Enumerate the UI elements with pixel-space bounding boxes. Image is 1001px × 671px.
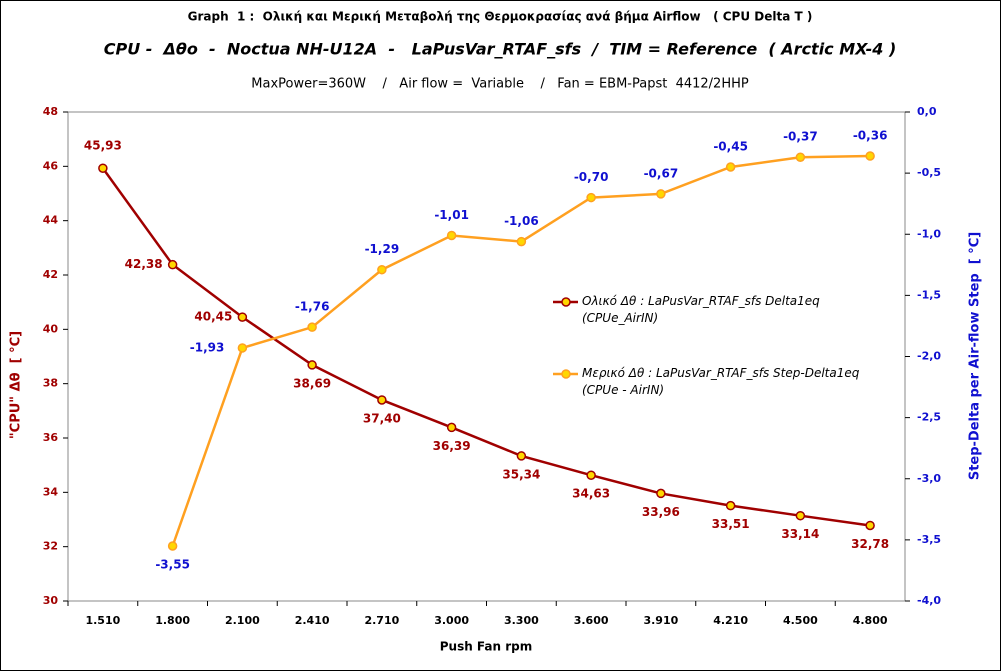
data-point: [167, 541, 178, 551]
y2-tick-label: 0,0: [917, 105, 937, 118]
data-label: 36,39: [433, 439, 471, 453]
data-point: [656, 488, 666, 499]
x-tick-label: 4.210: [713, 614, 748, 627]
x-tick-label: 2.410: [295, 614, 330, 627]
data-label: -1,06: [504, 214, 539, 228]
data-label: -0,67: [644, 166, 679, 180]
y2-tick-label: -2,5: [917, 411, 941, 424]
data-point: [446, 422, 457, 433]
y2-tick-label: -0,5: [917, 166, 941, 179]
data-label: -0,37: [783, 130, 818, 144]
y-tick-label: 38: [43, 377, 58, 390]
legend-marker: [561, 297, 571, 307]
data-point: [167, 259, 178, 270]
data-label: -1,29: [365, 242, 400, 256]
data-point: [98, 163, 108, 173]
data-point: [656, 189, 666, 199]
data-label: 33,96: [642, 505, 680, 519]
data-point: [516, 236, 527, 247]
data-label: 34,63: [572, 487, 610, 501]
y2-tick-label: -1,5: [917, 288, 941, 301]
data-point: [795, 152, 806, 162]
data-label: -0,70: [574, 170, 609, 184]
x-tick-label: 3.300: [504, 614, 539, 627]
y2-tick-label: -3,0: [917, 472, 941, 485]
y-tick-label: 30: [43, 594, 59, 607]
data-point: [725, 162, 736, 172]
x-tick-label: 1.510: [85, 614, 120, 627]
data-label: 37,40: [363, 411, 401, 425]
data-label: -1,76: [295, 300, 330, 314]
data-label: 42,38: [125, 257, 163, 271]
y2-tick-label: -2,0: [917, 350, 941, 363]
x-axis-title: Push Fan rpm: [440, 640, 533, 654]
y-tick-label: 46: [43, 159, 59, 172]
chart-subtitle: MaxPower=360W / Air flow = Variable / Fa…: [251, 77, 749, 92]
data-point: [237, 343, 248, 353]
data-label: -3,55: [155, 557, 190, 571]
data-point: [586, 192, 596, 203]
data-point: [307, 360, 317, 370]
chart-subtitle: CPU - Δθο - Noctua NH-U12A - LaPusVar_RT…: [104, 40, 897, 59]
data-label: 33,51: [712, 517, 750, 531]
data-point: [725, 500, 736, 511]
y-tick-label: 32: [43, 540, 58, 553]
data-label: -0,45: [713, 140, 748, 154]
data-label: 38,69: [293, 376, 331, 390]
data-point: [237, 312, 248, 322]
y2-tick-label: -3,5: [917, 533, 941, 546]
data-label: 33,14: [781, 527, 819, 541]
data-label: -1,93: [190, 340, 225, 354]
data-label: 35,34: [502, 467, 540, 481]
data-label: 45,93: [84, 139, 122, 153]
data-point: [377, 264, 387, 275]
data-point: [516, 451, 527, 461]
y-tick-label: 34: [43, 485, 59, 498]
legend-marker: [561, 369, 571, 379]
data-label: -0,36: [853, 129, 888, 143]
y2-tick-label: -1,0: [917, 227, 941, 240]
y2-axis-title: Step-Delta per Air-flow Step [ °C]: [968, 232, 983, 480]
y-tick-label: 42: [43, 268, 58, 281]
y2-tick-label: -4,0: [917, 594, 941, 607]
y-tick-label: 40: [43, 322, 59, 335]
legend-label: Ολικό Δθ : LaPusVar_RTAF_sfs Delta1eq (C…: [582, 294, 820, 325]
data-point: [795, 510, 806, 521]
x-tick-label: 4.500: [783, 614, 818, 627]
data-label: 32,78: [851, 537, 889, 551]
data-label: 40,45: [194, 310, 232, 324]
data-point: [865, 520, 875, 531]
y-tick-label: 44: [43, 214, 59, 227]
x-tick-label: 1.800: [155, 614, 190, 627]
legend-label: Μερικό Δθ : LaPusVar_RTAF_sfs Step-Delta…: [582, 366, 860, 397]
y-axis-title: "CPU" Δθ [ °C]: [9, 331, 24, 439]
x-tick-label: 2.710: [364, 614, 399, 627]
x-tick-label: 3.910: [643, 614, 678, 627]
x-tick-label: 3.600: [574, 614, 609, 627]
data-point: [377, 395, 387, 405]
x-tick-label: 3.000: [434, 614, 469, 627]
data-point: [586, 470, 596, 480]
y-tick-label: 48: [43, 105, 58, 118]
y-tick-label: 36: [43, 431, 59, 444]
data-label: -1,01: [434, 208, 469, 222]
data-point: [865, 151, 875, 161]
data-point: [446, 230, 457, 241]
series-line: [101, 167, 871, 527]
data-point: [307, 322, 317, 332]
x-tick-label: 2.100: [225, 614, 260, 627]
x-tick-label: 4.800: [853, 614, 888, 627]
chart-title: Graph 1 : Ολική και Μερική Μεταβολή της …: [188, 10, 813, 24]
